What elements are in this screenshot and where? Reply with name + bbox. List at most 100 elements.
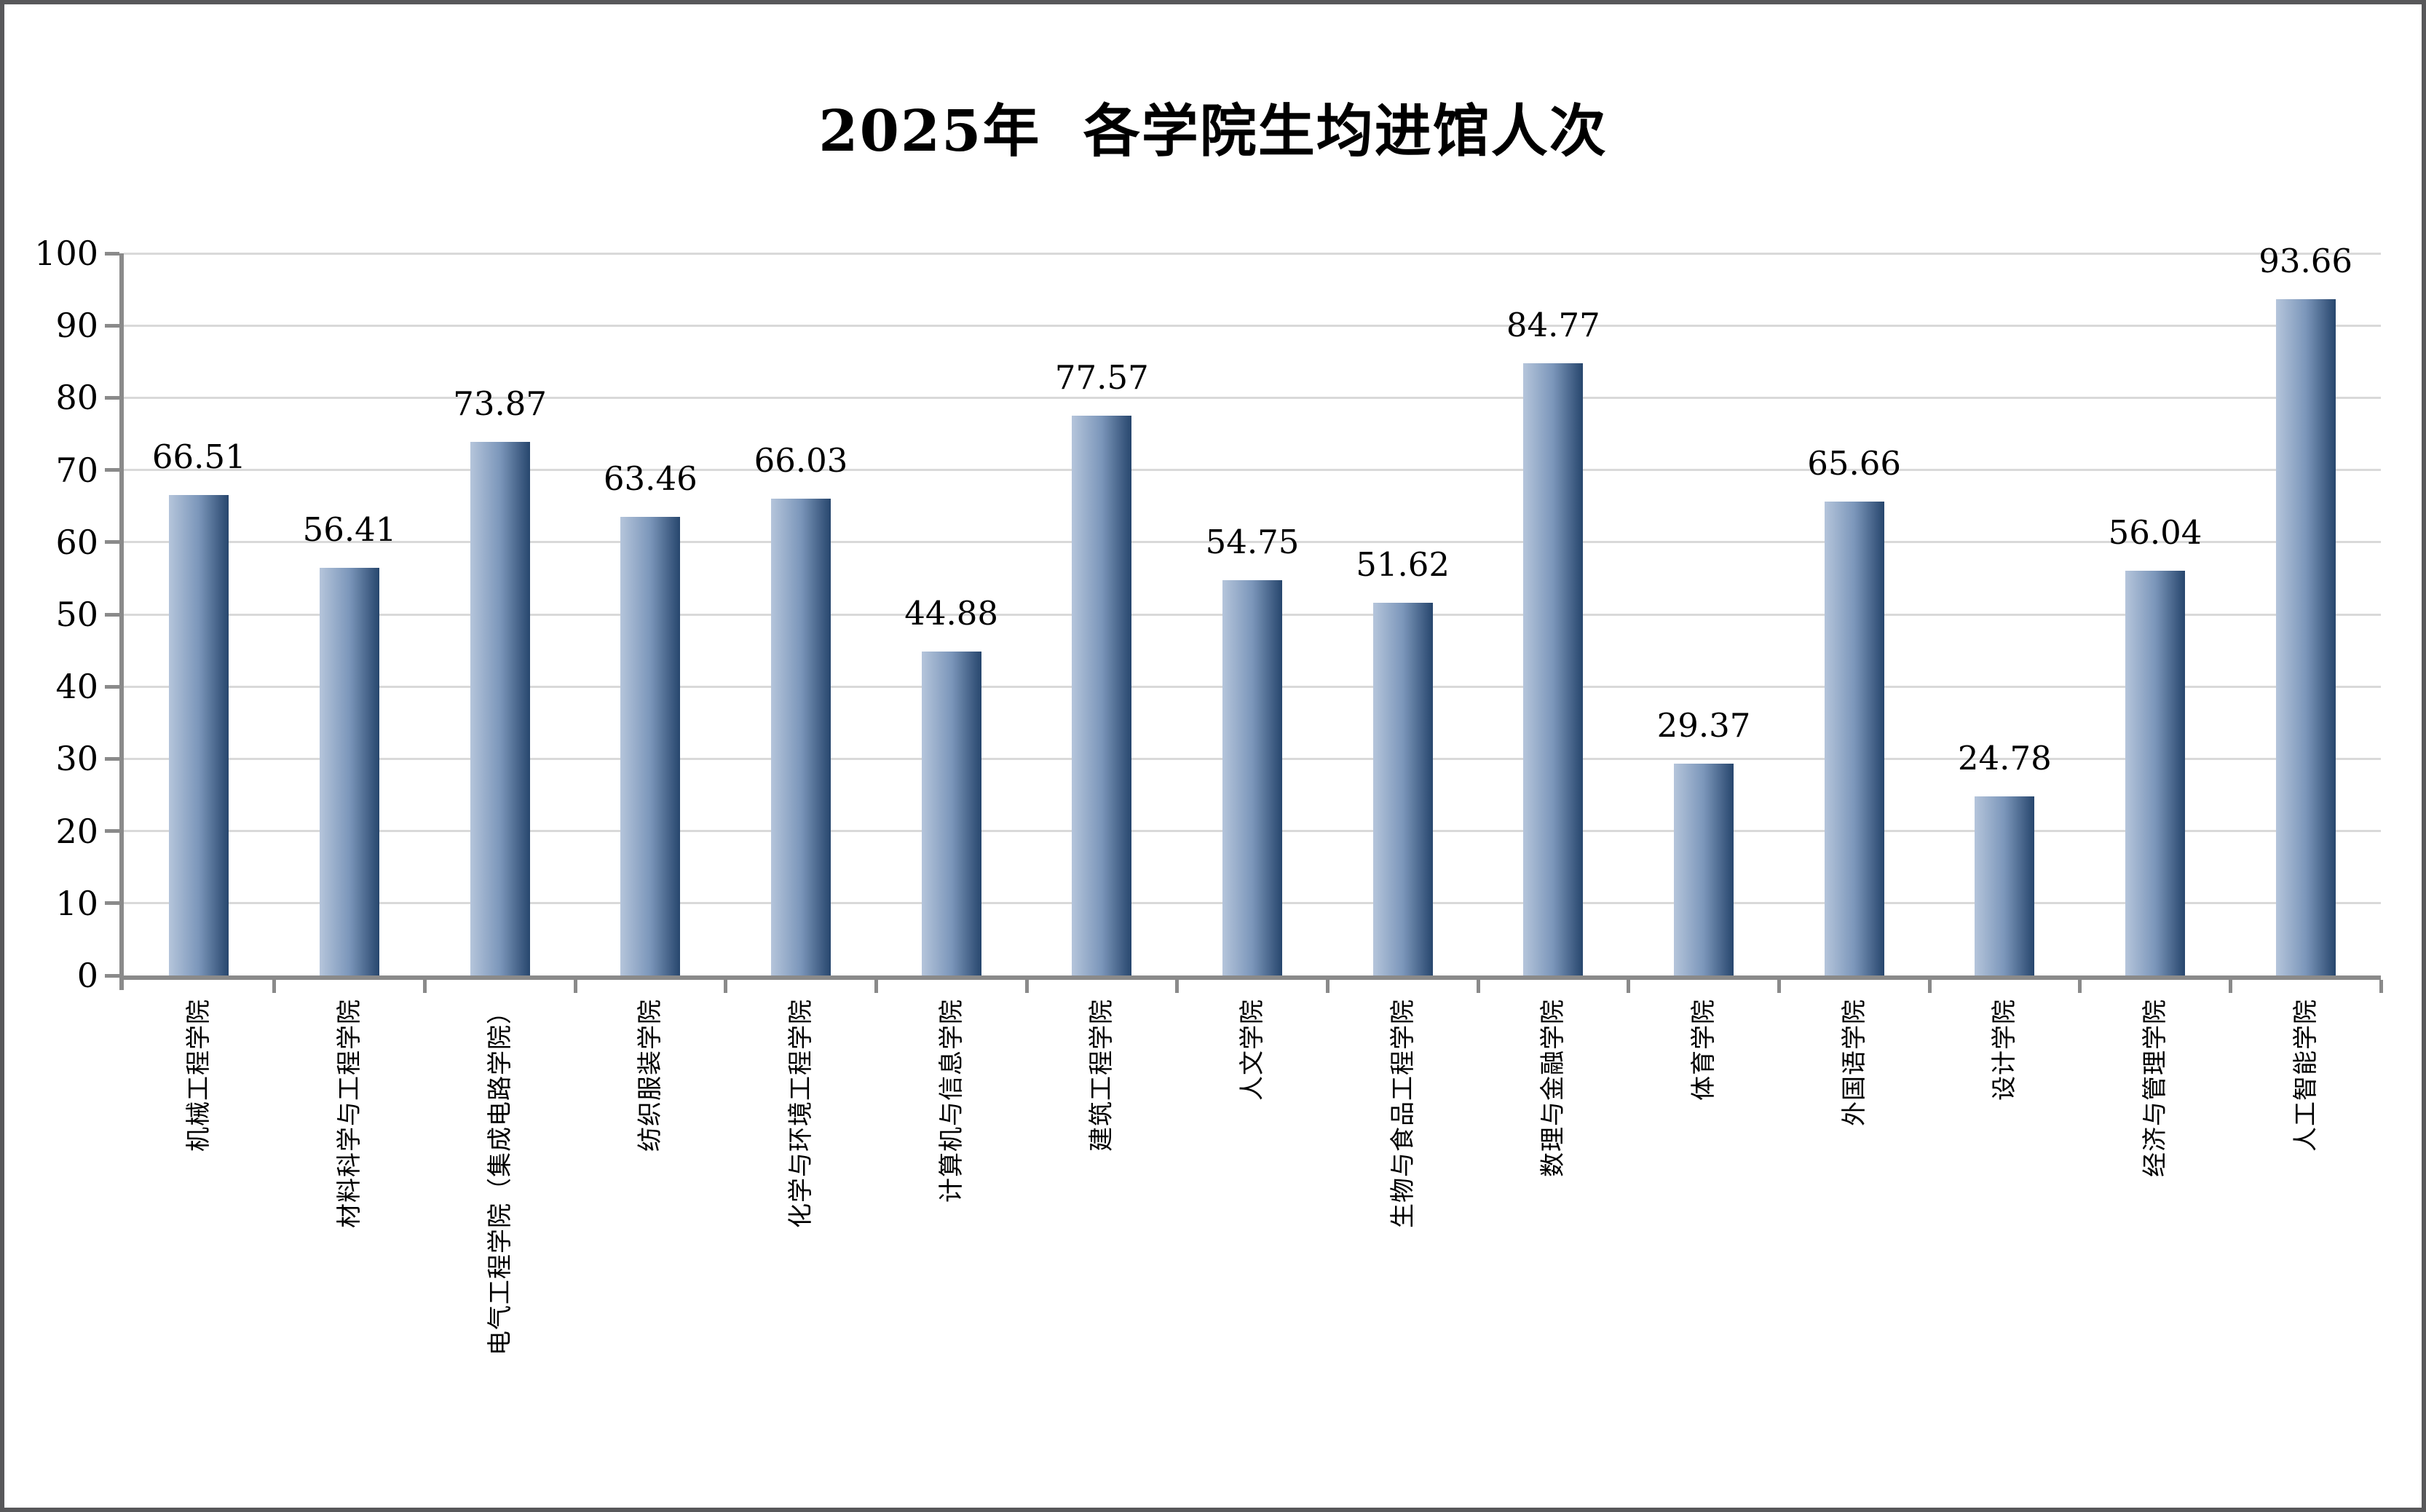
x-axis-tick bbox=[1024, 980, 1029, 993]
x-axis-tick bbox=[1175, 980, 1180, 993]
x-axis-tick bbox=[573, 980, 577, 993]
bar bbox=[1372, 602, 1433, 975]
y-axis-tick-label: 80 bbox=[55, 378, 98, 418]
x-axis-category-label-text: 生物与食品工程学院 bbox=[1388, 999, 1418, 1228]
x-axis-category-label: 计算机与信息学院 bbox=[876, 999, 1027, 1494]
x-axis-tick bbox=[2228, 980, 2232, 993]
x-axis-tick bbox=[272, 980, 277, 993]
x-axis-tick bbox=[1627, 980, 1631, 993]
x-axis-category-label: 体育学院 bbox=[1629, 999, 1779, 1494]
x-axis-category-label: 机械工程学院 bbox=[124, 999, 274, 1494]
y-axis-tick bbox=[105, 684, 119, 689]
gridline bbox=[124, 396, 2381, 399]
bar-value-label: 84.77 bbox=[1506, 306, 1600, 345]
bar bbox=[2275, 298, 2336, 975]
bar-value-label: 29.37 bbox=[1656, 705, 1751, 745]
y-axis-tick bbox=[105, 612, 119, 617]
gridline bbox=[124, 252, 2381, 255]
bar bbox=[771, 498, 831, 975]
y-axis-tick bbox=[105, 251, 119, 256]
x-axis-category-label-text: 建筑工程学院 bbox=[1087, 999, 1117, 1152]
x-axis-category-label-text: 材料科学与工程学院 bbox=[334, 999, 364, 1228]
bar-value-label: 24.78 bbox=[1957, 739, 2052, 778]
x-axis-tick bbox=[422, 980, 427, 993]
x-axis-category-label-text: 机械工程学院 bbox=[184, 999, 214, 1152]
x-axis-category-label-text: 外国语学院 bbox=[1839, 999, 1869, 1126]
bar bbox=[1674, 763, 1734, 975]
y-axis-tick-label: 0 bbox=[76, 956, 98, 995]
y-axis-tick-label: 50 bbox=[55, 595, 98, 634]
y-axis-tick-label: 10 bbox=[55, 883, 98, 923]
x-axis-tick bbox=[2078, 980, 2082, 993]
bar-value-label: 93.66 bbox=[2259, 241, 2353, 280]
x-axis-category-label-text: 人工智能学院 bbox=[2291, 999, 2320, 1152]
bar-value-label: 66.03 bbox=[754, 440, 848, 480]
bar-value-label: 56.04 bbox=[2108, 513, 2202, 553]
y-axis-tick bbox=[105, 323, 119, 328]
x-axis-category-label-text: 设计学院 bbox=[1990, 999, 2020, 1101]
x-axis-category-label: 化学与环境工程学院 bbox=[726, 999, 877, 1494]
x-axis-tick bbox=[1325, 980, 1329, 993]
bar bbox=[921, 651, 981, 975]
bar-value-label: 73.87 bbox=[453, 384, 548, 424]
x-axis-tick bbox=[724, 980, 728, 993]
gridline bbox=[124, 541, 2381, 544]
y-axis-tick bbox=[105, 973, 119, 978]
bar bbox=[2125, 571, 2185, 975]
x-axis-category-label: 电气工程学院（集成电路学院） bbox=[424, 999, 575, 1494]
x-axis-category-label: 经济与管理学院 bbox=[2080, 999, 2231, 1494]
y-axis-tick bbox=[105, 901, 119, 906]
y-axis-line bbox=[119, 253, 124, 990]
x-axis-tick bbox=[874, 980, 878, 993]
bar bbox=[169, 495, 229, 975]
bar-value-label: 56.41 bbox=[302, 510, 397, 550]
bar bbox=[1975, 796, 2035, 975]
x-axis-category-label-text: 体育学院 bbox=[1688, 999, 1718, 1101]
x-axis-category-label: 人工智能学院 bbox=[2230, 999, 2381, 1494]
y-axis-tick-label: 100 bbox=[34, 234, 98, 273]
x-axis-category-label: 人文学院 bbox=[1177, 999, 1328, 1494]
x-axis-category-label-text: 电气工程学院（集成电路学院） bbox=[485, 999, 515, 1355]
bar-value-label: 77.57 bbox=[1054, 357, 1149, 397]
x-axis-category-label: 纺织服装学院 bbox=[575, 999, 726, 1494]
bar-value-label: 63.46 bbox=[603, 459, 698, 499]
x-axis-category-label-text: 经济与管理学院 bbox=[2140, 999, 2170, 1177]
y-axis-tick bbox=[105, 829, 119, 834]
bar-value-label: 54.75 bbox=[1205, 522, 1300, 561]
y-axis-tick-label: 60 bbox=[55, 522, 98, 562]
x-axis-category-label-text: 数理与金融学院 bbox=[1538, 999, 1568, 1177]
y-axis-tick-label: 90 bbox=[55, 306, 98, 346]
y-axis-tick-label: 40 bbox=[55, 667, 98, 707]
y-axis-tick-label: 30 bbox=[55, 739, 98, 779]
x-axis-category-label: 生物与食品工程学院 bbox=[1327, 999, 1478, 1494]
bar bbox=[470, 442, 530, 975]
y-axis-tick-label: 70 bbox=[55, 450, 98, 490]
plot-area: 0 10 20 30 40 50 60 70 80 90 100 66.51 机械工程学院 56.41 材料… bbox=[34, 236, 2383, 1355]
bar-value-label: 66.51 bbox=[151, 438, 246, 477]
y-axis-tick bbox=[105, 468, 119, 472]
bar bbox=[1072, 415, 1132, 975]
gridline bbox=[124, 469, 2381, 472]
x-axis-category-label: 材料科学与工程学院 bbox=[274, 999, 425, 1494]
y-axis-tick bbox=[105, 395, 119, 400]
bar bbox=[620, 517, 681, 975]
bar bbox=[1523, 363, 1584, 975]
x-axis-tick bbox=[1476, 980, 1480, 993]
gridline bbox=[124, 324, 2381, 327]
bar bbox=[320, 568, 379, 975]
bar-value-label: 51.62 bbox=[1356, 545, 1450, 584]
x-axis-tick bbox=[2379, 980, 2383, 993]
x-axis-category-label-text: 人文学院 bbox=[1237, 999, 1267, 1101]
x-axis-category-label-text: 计算机与信息学院 bbox=[936, 999, 966, 1203]
chart-title: 2025年 各学院生均进馆人次 bbox=[818, 98, 1608, 165]
x-axis-category-label-text: 纺织服装学院 bbox=[636, 999, 665, 1152]
bar-value-label: 44.88 bbox=[904, 593, 999, 633]
y-axis-tick-label: 20 bbox=[55, 811, 98, 851]
y-axis-tick bbox=[105, 756, 119, 761]
bar bbox=[1824, 501, 1884, 975]
x-axis-category-label: 外国语学院 bbox=[1779, 999, 1929, 1494]
x-axis-tick bbox=[1777, 980, 1781, 993]
x-axis-line bbox=[119, 975, 2381, 980]
x-axis-category-label: 建筑工程学院 bbox=[1027, 999, 1177, 1494]
